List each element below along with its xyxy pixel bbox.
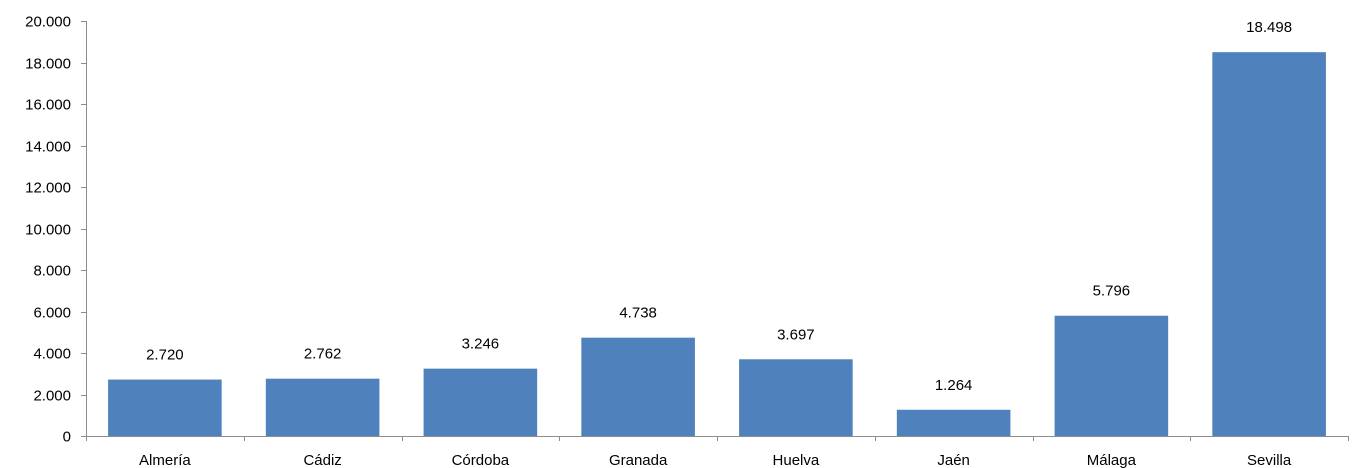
- x-tick-label: Huelva: [773, 452, 820, 468]
- y-tick-label: 6.000: [33, 305, 71, 322]
- y-tick-label: 14.000: [25, 139, 71, 156]
- bar: [423, 368, 538, 436]
- y-tick-label: 12.000: [25, 180, 71, 197]
- bar: [265, 378, 380, 436]
- data-label: 4.738: [619, 305, 657, 322]
- x-axis: Almería Cádiz Córdoba Granada Huelva Jaén Mála…: [86, 436, 1349, 468]
- bars: [108, 52, 1326, 436]
- data-label: 2.720: [146, 347, 184, 364]
- y-tick-label: 16.000: [25, 97, 71, 114]
- x-tick-label: Jaén: [937, 452, 970, 468]
- data-label: 1.264: [935, 377, 973, 394]
- y-tick-label: 18.000: [25, 56, 71, 73]
- x-tick-label: Córdoba: [452, 452, 510, 468]
- bar: [1054, 315, 1169, 436]
- bar: [581, 337, 695, 436]
- x-tick-label: Cádiz: [303, 452, 341, 468]
- y-tick-label: 2.000: [33, 388, 71, 405]
- y-tick-label: 8.000: [33, 263, 71, 280]
- data-label: 3.697: [777, 326, 815, 343]
- y-axis: 0 2.000 4.000 6.000 8.000 10.000 12.000 14.000 1…: [25, 14, 87, 446]
- data-labels: 2.720 2.762 3.246 4.738 3.697 1.264 5.796 18.49…: [146, 19, 1292, 394]
- data-label: 2.762: [304, 346, 342, 363]
- x-tick-label: Málaga: [1087, 452, 1137, 468]
- bar: [739, 359, 853, 436]
- data-label: 18.498: [1246, 19, 1292, 36]
- bar: [108, 379, 222, 436]
- data-label: 3.246: [462, 336, 500, 353]
- y-tick-label: 20.000: [25, 14, 71, 31]
- x-tick-label: Sevilla: [1247, 452, 1292, 468]
- y-tick-label: 0: [63, 429, 71, 446]
- y-tick-label: 10.000: [25, 222, 71, 239]
- bar: [1212, 52, 1326, 436]
- data-label: 5.796: [1093, 283, 1131, 300]
- x-tick-label: Granada: [609, 452, 668, 468]
- bar: [896, 409, 1011, 436]
- y-tick-label: 4.000: [33, 346, 71, 363]
- x-tick-label: Almería: [139, 452, 191, 468]
